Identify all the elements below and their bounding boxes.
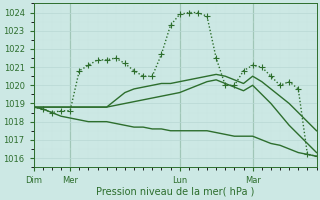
X-axis label: Pression niveau de la mer( hPa ): Pression niveau de la mer( hPa ) — [96, 187, 254, 197]
